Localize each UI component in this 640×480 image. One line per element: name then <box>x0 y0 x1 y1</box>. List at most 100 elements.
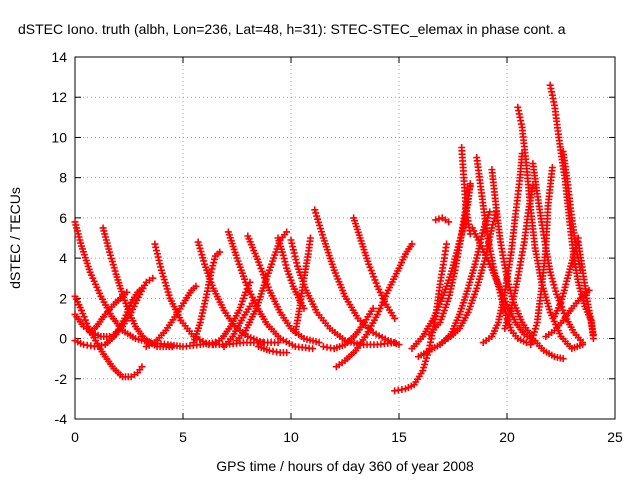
data-point <box>527 341 535 349</box>
data-point <box>371 276 379 284</box>
data-point <box>106 251 114 259</box>
data-point <box>553 290 561 298</box>
data-point <box>106 248 114 256</box>
data-point <box>548 164 556 172</box>
y-tick-label: 6 <box>59 210 67 226</box>
data-point <box>548 275 556 283</box>
data-point <box>138 363 146 371</box>
data-point <box>546 268 554 276</box>
data-point <box>210 259 218 267</box>
data-point <box>209 262 217 270</box>
data-point <box>551 284 559 292</box>
data-point <box>372 279 380 287</box>
data-point <box>168 343 176 351</box>
data-point <box>554 293 562 301</box>
data-point <box>283 228 291 236</box>
data-point <box>282 261 290 269</box>
data-point <box>490 218 498 226</box>
x-tick-label: 15 <box>391 429 407 445</box>
y-tick-label: 4 <box>59 250 67 266</box>
data-point <box>153 247 161 255</box>
y-tick-label: 8 <box>59 170 67 186</box>
data-point <box>528 337 536 345</box>
data-point <box>289 243 297 251</box>
data-point <box>549 278 557 286</box>
data-point <box>529 334 537 342</box>
data-point <box>589 331 597 339</box>
data-point <box>281 258 289 266</box>
data-point <box>287 236 295 244</box>
data-point <box>195 241 203 249</box>
data-point <box>197 248 205 256</box>
data-point <box>585 286 593 294</box>
chart-title: dSTEC Iono. truth (albh, Lon=236, Lat=48… <box>18 21 566 37</box>
data-point <box>192 282 200 290</box>
data-point <box>408 240 416 248</box>
data-point <box>435 215 443 223</box>
data-point <box>77 306 85 314</box>
data-point <box>292 256 300 264</box>
data-point <box>395 341 403 349</box>
data-points <box>71 81 597 395</box>
data-point <box>196 244 204 252</box>
data-point <box>547 271 555 279</box>
data-point <box>149 274 157 282</box>
data-point <box>288 239 296 247</box>
data-point <box>419 367 427 375</box>
data-point <box>157 263 165 271</box>
data-point <box>532 322 540 330</box>
data-point <box>250 296 258 304</box>
plot-frame <box>74 56 616 420</box>
y-tick-label: 10 <box>51 129 67 145</box>
data-point <box>155 256 163 264</box>
data-point <box>283 349 291 357</box>
data-point <box>123 288 131 296</box>
data-point <box>280 255 288 263</box>
data-point <box>367 266 375 274</box>
data-point <box>306 234 314 242</box>
data-point <box>443 240 451 248</box>
y-tick-label: 2 <box>59 290 67 306</box>
x-tick-label: 5 <box>179 429 187 445</box>
data-point <box>489 221 497 229</box>
data-point <box>290 249 298 257</box>
data-point <box>111 267 119 275</box>
y-tick-label: 0 <box>59 331 67 347</box>
data-point <box>432 216 440 224</box>
data-point <box>109 261 117 269</box>
y-tick-label: 12 <box>51 89 67 105</box>
data-point <box>259 339 267 347</box>
y-axis-label: dSTEC / TECUs <box>7 187 23 289</box>
data-point <box>531 325 539 333</box>
x-tick-label: 25 <box>607 429 623 445</box>
data-point <box>559 355 567 363</box>
data-point <box>530 331 538 339</box>
data-point <box>278 248 286 256</box>
data-point <box>576 266 584 274</box>
data-point <box>279 251 287 259</box>
data-point <box>198 251 206 259</box>
data-point <box>421 360 429 368</box>
data-point <box>79 310 87 318</box>
data-point <box>466 182 474 190</box>
data-point <box>194 238 202 246</box>
data-point <box>107 254 115 262</box>
data-point <box>207 268 215 276</box>
data-point <box>216 248 224 256</box>
data-point <box>153 250 161 258</box>
data-point <box>151 240 159 248</box>
x-tick-label: 10 <box>283 429 299 445</box>
y-tick-label: 14 <box>51 49 67 65</box>
data-point <box>242 288 250 296</box>
x-tick-label: 20 <box>499 429 515 445</box>
data-point <box>315 339 323 347</box>
data-point <box>445 218 453 226</box>
data-point <box>522 339 530 347</box>
data-point <box>199 254 207 262</box>
y-tick-label: -4 <box>55 411 68 427</box>
data-point <box>291 252 299 260</box>
data-point <box>200 257 208 265</box>
data-point <box>422 354 430 362</box>
data-point <box>154 253 162 261</box>
data-point <box>370 273 378 281</box>
